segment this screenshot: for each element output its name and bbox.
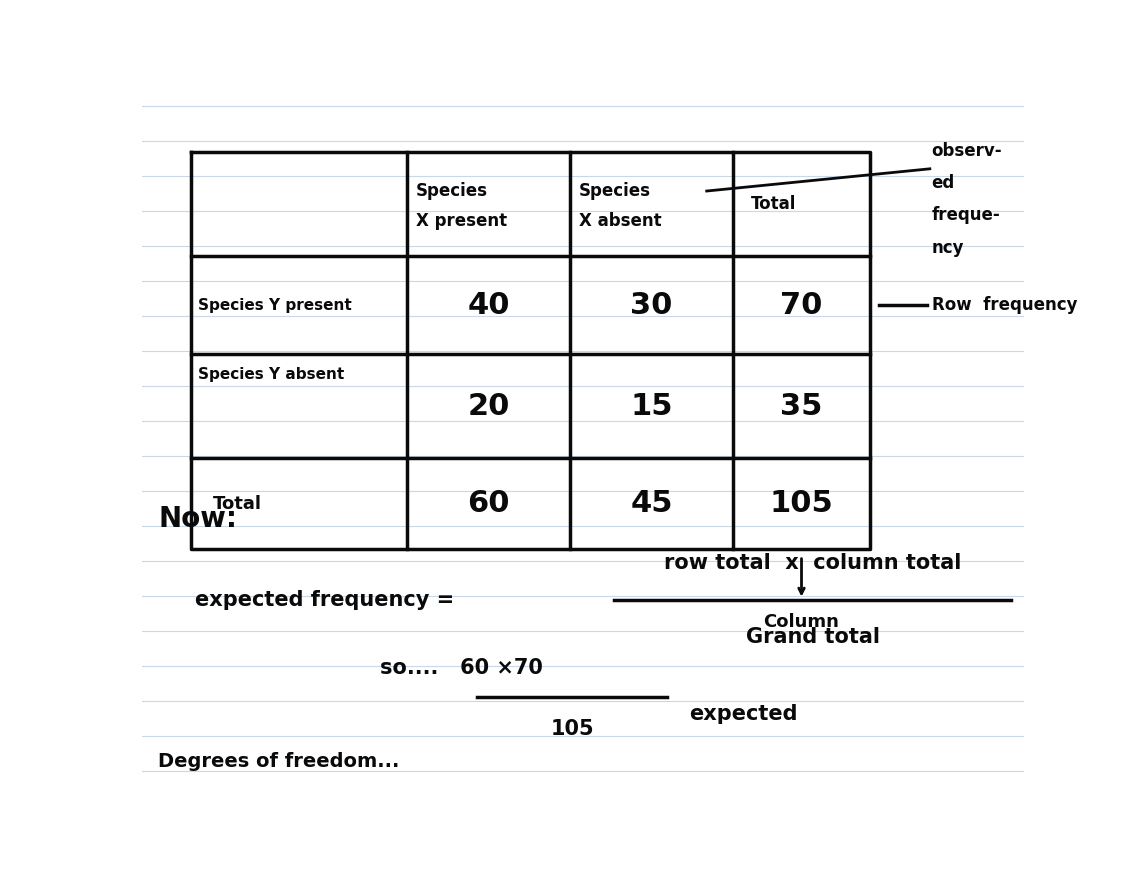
Text: expected frequency =: expected frequency = — [196, 590, 454, 609]
Text: 20: 20 — [468, 392, 510, 420]
Text: Species Y present: Species Y present — [198, 297, 352, 313]
Text: observ-: observ- — [932, 142, 1003, 160]
Text: ncy: ncy — [932, 239, 964, 257]
Text: 35: 35 — [781, 392, 823, 420]
Text: Degrees of freedom...: Degrees of freedom... — [158, 752, 399, 771]
Text: expected: expected — [688, 704, 798, 724]
Text: Now:: Now: — [158, 505, 237, 533]
Text: 70: 70 — [781, 290, 823, 320]
Text: row total  x  column total: row total x column total — [663, 552, 962, 572]
Text: Species: Species — [415, 182, 488, 199]
Text: 40: 40 — [468, 290, 510, 320]
Text: 105: 105 — [769, 489, 833, 518]
Text: Total: Total — [751, 195, 797, 213]
Text: 45: 45 — [630, 489, 673, 518]
Text: Row  frequency: Row frequency — [932, 296, 1077, 314]
Text: 105: 105 — [551, 719, 594, 739]
Text: Total: Total — [213, 495, 262, 513]
Text: ed: ed — [932, 174, 955, 192]
Text: so....   60 ×70: so.... 60 ×70 — [380, 658, 543, 678]
Text: X present: X present — [415, 212, 506, 230]
Text: Species: Species — [579, 182, 651, 199]
Text: Column: Column — [764, 613, 840, 631]
Text: 30: 30 — [630, 290, 673, 320]
Text: Species Y absent: Species Y absent — [198, 366, 344, 382]
Text: 60: 60 — [468, 489, 510, 518]
Text: 15: 15 — [630, 392, 673, 420]
Text: X absent: X absent — [579, 212, 661, 230]
Text: freque-: freque- — [932, 206, 1000, 225]
Text: Grand total: Grand total — [745, 627, 880, 647]
